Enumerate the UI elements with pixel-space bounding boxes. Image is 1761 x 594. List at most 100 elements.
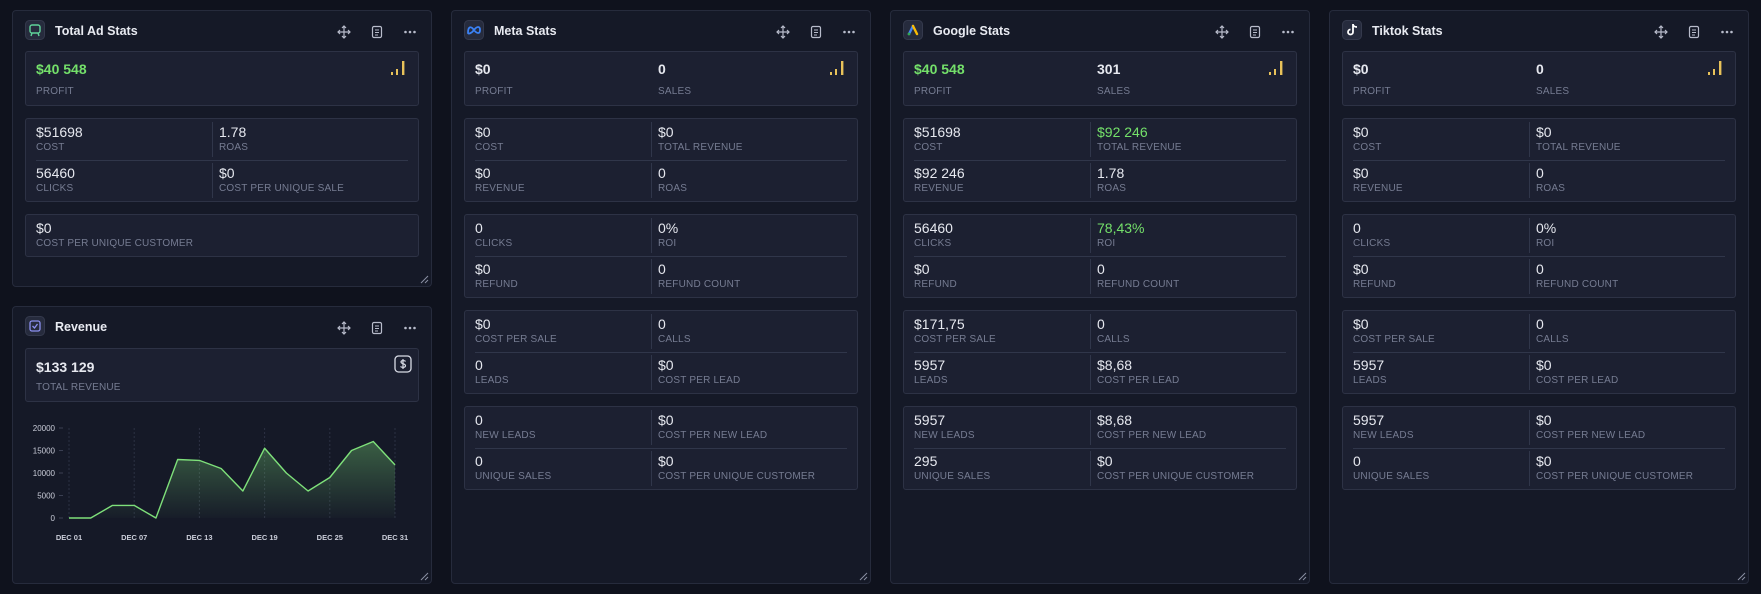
- row-divider: [1353, 352, 1725, 353]
- stats-group: 0 NEW LEADS $0 COST PER NEW LEAD 0 UNIQUE SAL…: [464, 406, 858, 490]
- stats-group: $0 COST $0 TOTAL REVENUE $0 REVENUE 0 ROAS: [464, 118, 858, 202]
- stats-group: 56460 CLICKS 78,43% ROI $0 REFUND 0 REFUND COUN…: [903, 214, 1297, 298]
- icon-glyph: [413, 30, 416, 34]
- stat-value: $8,68: [1097, 357, 1133, 373]
- revenue-chart: 0 5000 10000 15000 20000 DEC 01 DEC 07 DEC 13 DE…: [33, 424, 408, 542]
- stat-value: $0: [658, 357, 674, 373]
- stat-label: UNIQUE SALES: [914, 471, 991, 482]
- icon-glyph: [404, 30, 407, 34]
- stats-panel: Total Ad Stats $40 548 PROFIT $51698 COST 1.7…: [12, 10, 432, 287]
- stat-value: $92 246: [914, 165, 965, 181]
- panel-title: Total Ad Stats: [55, 24, 138, 38]
- stat-label: COST PER SALE: [914, 334, 996, 345]
- stat-value: $40 548: [36, 61, 87, 77]
- stat-value: 0: [1353, 220, 1361, 236]
- stat-label: TOTAL REVENUE: [1097, 142, 1182, 153]
- panel-header: Total Ad Stats: [13, 11, 431, 51]
- row-divider: [1353, 160, 1725, 161]
- stat-label: LEADS: [475, 375, 509, 386]
- stat-label: ROAS: [219, 142, 249, 153]
- stat-label: ROAS: [658, 183, 688, 194]
- stats-group: 5957 NEW LEADS $8,68 COST PER NEW LEAD 295 UN…: [903, 406, 1297, 490]
- icon-glyph: [1719, 61, 1722, 75]
- headline-card: $40 548 PROFIT 301 SALES: [903, 51, 1297, 106]
- stat-label: LEADS: [1353, 375, 1387, 386]
- headline-card: $133 129 TOTAL REVENUE: [25, 348, 419, 402]
- stat-label: LEADS: [914, 375, 948, 386]
- icon-glyph: [1737, 572, 1746, 581]
- move-button[interactable]: [776, 25, 790, 39]
- notes-button[interactable]: [1248, 25, 1262, 39]
- column-divider: [1529, 355, 1530, 390]
- signal-icon: [1708, 61, 1722, 75]
- stat-value: 295: [914, 453, 938, 469]
- column-divider: [651, 314, 652, 349]
- stat-value: $0: [475, 124, 491, 140]
- icon-glyph: [375, 29, 379, 36]
- stats-group: $0 COST PER SALE 0 CALLS 0 LEADS $0 COST PER LE…: [464, 310, 858, 394]
- icon-glyph: [408, 30, 412, 34]
- resize-handle[interactable]: [858, 571, 868, 581]
- stat-value: $0: [1536, 453, 1552, 469]
- panel-icon: [903, 20, 923, 40]
- stat-label: UNIQUE SALES: [475, 471, 552, 482]
- move-button[interactable]: [337, 321, 351, 335]
- move-button[interactable]: [1215, 25, 1229, 39]
- notes-button[interactable]: [1687, 25, 1701, 39]
- resize-handle[interactable]: [419, 571, 429, 581]
- move-button[interactable]: [1654, 25, 1668, 39]
- panel-title: Meta Stats: [494, 24, 557, 38]
- resize-handle[interactable]: [1736, 571, 1746, 581]
- stat-value: 0: [1536, 61, 1544, 77]
- stat-value: $0: [914, 261, 930, 277]
- stat-label: REVENUE: [1353, 183, 1403, 194]
- icon-glyph: [391, 72, 393, 75]
- stat-value: $40 548: [914, 61, 965, 77]
- stat-label: COST: [914, 142, 943, 153]
- stat-label: COST PER LEAD: [1097, 375, 1180, 386]
- icon-glyph: [420, 572, 429, 581]
- row-divider: [36, 160, 408, 161]
- resize-handle[interactable]: [419, 274, 429, 284]
- more-button[interactable]: [403, 321, 417, 335]
- column-divider: [1529, 218, 1530, 253]
- icon-glyph: [337, 321, 351, 335]
- icon-bg: [25, 20, 45, 40]
- column-divider: [1090, 355, 1091, 390]
- stat-value: $0: [475, 316, 491, 332]
- more-button[interactable]: [403, 25, 417, 39]
- icon-glyph: [402, 61, 405, 75]
- more-button[interactable]: [1720, 25, 1734, 39]
- icon-glyph: [776, 25, 790, 39]
- x-tick-label: DEC 25: [317, 533, 343, 542]
- stat-label: REFUND COUNT: [1536, 279, 1619, 290]
- stats-group: $0 COST PER SALE 0 CALLS 5957 LEADS $0 COST PER…: [1342, 310, 1736, 394]
- stat-label: NEW LEADS: [914, 430, 975, 441]
- stat-label: TOTAL REVENUE: [658, 142, 743, 153]
- notes-button[interactable]: [370, 321, 384, 335]
- column-divider: [1090, 314, 1091, 349]
- more-button[interactable]: [842, 25, 856, 39]
- stat-value: $0: [36, 220, 52, 236]
- stat-value: 1.78: [1097, 165, 1125, 181]
- icon-glyph: [408, 326, 412, 330]
- more-button[interactable]: [1281, 25, 1295, 39]
- resize-handle[interactable]: [1297, 571, 1307, 581]
- headline-card: $40 548 PROFIT: [25, 51, 419, 106]
- stat-label: UNIQUE SALES: [1353, 471, 1430, 482]
- stats-group: $0 COST $0 TOTAL REVENUE $0 REVENUE 0 ROAS: [1342, 118, 1736, 202]
- row-divider: [475, 352, 847, 353]
- stat-label: CLICKS: [1353, 238, 1391, 249]
- column-divider: [1529, 122, 1530, 157]
- stat-value: $0: [475, 165, 491, 181]
- move-button[interactable]: [337, 25, 351, 39]
- stat-value: 0: [658, 61, 666, 77]
- column-divider: [1529, 451, 1530, 486]
- stat-value: 0: [658, 261, 666, 277]
- stat-label: REFUND COUNT: [1097, 279, 1180, 290]
- notes-button[interactable]: [809, 25, 823, 39]
- notes-button[interactable]: [370, 25, 384, 39]
- x-tick-label: DEC 01: [56, 533, 82, 542]
- panel-title: Tiktok Stats: [1372, 24, 1443, 38]
- row-divider: [475, 256, 847, 257]
